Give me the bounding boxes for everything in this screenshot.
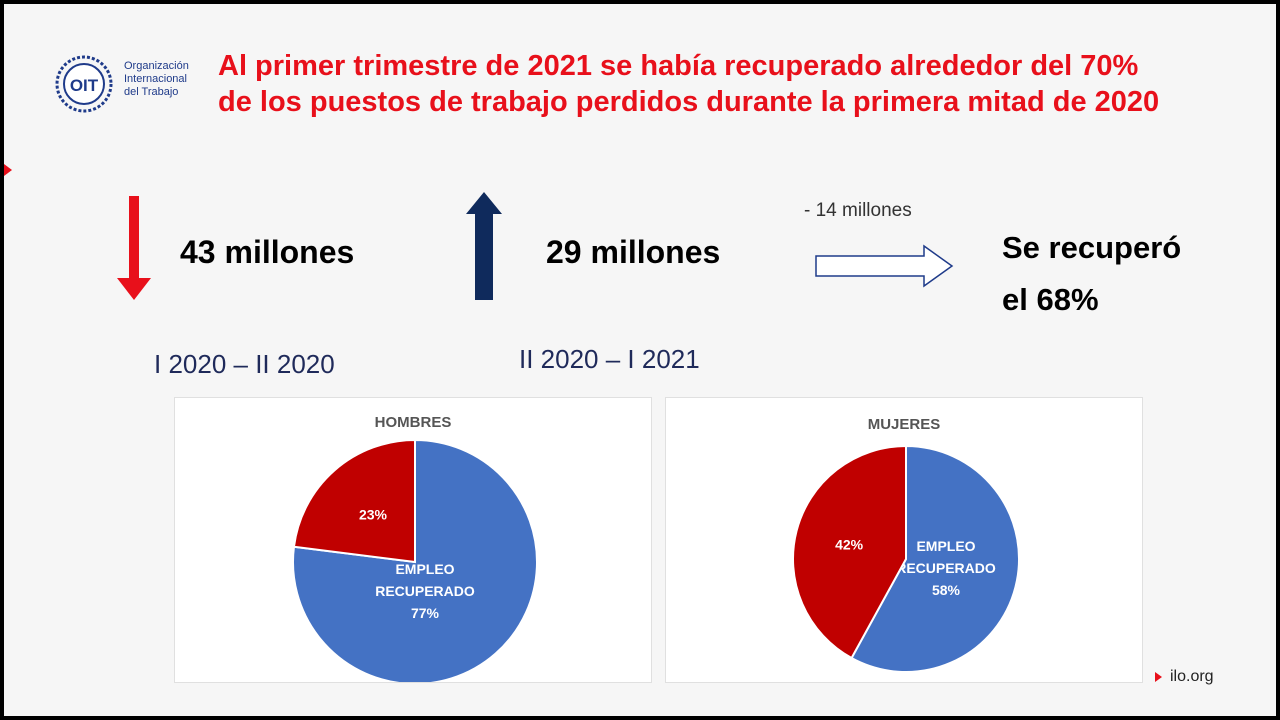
net-change: - 14 millones <box>804 200 912 221</box>
chart-panel-women: MUJERES EMPLEO RECUPERADO 58% 42% <box>665 397 1143 683</box>
ilo-emblem-icon: OIT <box>55 55 113 113</box>
slice-percent-label: 58% <box>932 582 961 598</box>
ilo-logo: OIT Organización Internacional del Traba… <box>54 54 214 114</box>
slice-percent-label: 42% <box>835 536 864 552</box>
recovered-statement: Se recuperó el 68% <box>1002 222 1181 326</box>
footer-site-link[interactable]: ilo.org <box>1170 668 1214 685</box>
footer: ilo.org <box>1155 668 1214 686</box>
chart-panel-men: HOMBRES EMPLEO RECUPERADO 77% 23% <box>174 397 652 683</box>
slice-label: EMPLEO <box>395 561 454 577</box>
slice-label: RECUPERADO <box>896 560 996 576</box>
chart-title-women: MUJERES <box>867 416 941 433</box>
slide-title: Al primer trimestre de 2021 se había rec… <box>218 48 1258 120</box>
title-line-1: Al primer trimestre de 2021 se había rec… <box>218 50 1139 82</box>
recovered-line-1: Se recuperó <box>1002 230 1182 265</box>
org-name-line-2: Internacional <box>124 73 187 85</box>
title-line-2: de los puestos de trabajo perdidos duran… <box>218 86 1160 118</box>
up-arrow-icon <box>466 192 502 300</box>
right-arrow-icon <box>815 244 954 288</box>
loss-value: 43 millones <box>180 234 355 270</box>
slice-label: RECUPERADO <box>375 583 475 599</box>
recovered-line-2: el 68% <box>1002 282 1099 317</box>
gain-value: 29 millones <box>546 234 721 270</box>
pie-slice <box>792 444 907 660</box>
pie-slice <box>292 438 416 564</box>
loss-period: I 2020 – II 2020 <box>154 349 335 379</box>
gain-period: II 2020 – I 2021 <box>519 344 700 374</box>
org-name-line-1: Organización <box>124 60 189 72</box>
ilo-emblem-text: OIT <box>70 76 99 95</box>
slice-label: EMPLEO <box>916 538 975 554</box>
pie-chart-men: EMPLEO RECUPERADO 77% 23% <box>292 438 538 682</box>
slice-percent-label: 23% <box>359 506 388 522</box>
slide: OIT Organización Internacional del Traba… <box>4 4 1276 716</box>
slice-percent-label: 77% <box>411 605 440 621</box>
org-name-line-3: del Trabajo <box>124 86 179 98</box>
footer-marker-icon <box>1155 671 1162 682</box>
side-marker-icon <box>4 164 12 176</box>
down-arrow-icon <box>117 196 151 300</box>
pie-chart-women: EMPLEO RECUPERADO 58% 42% <box>792 444 1020 673</box>
chart-title-men: HOMBRES <box>374 414 452 431</box>
pie-slice <box>850 444 1020 673</box>
org-name: Organización Internacional del Trabajo <box>124 60 189 99</box>
